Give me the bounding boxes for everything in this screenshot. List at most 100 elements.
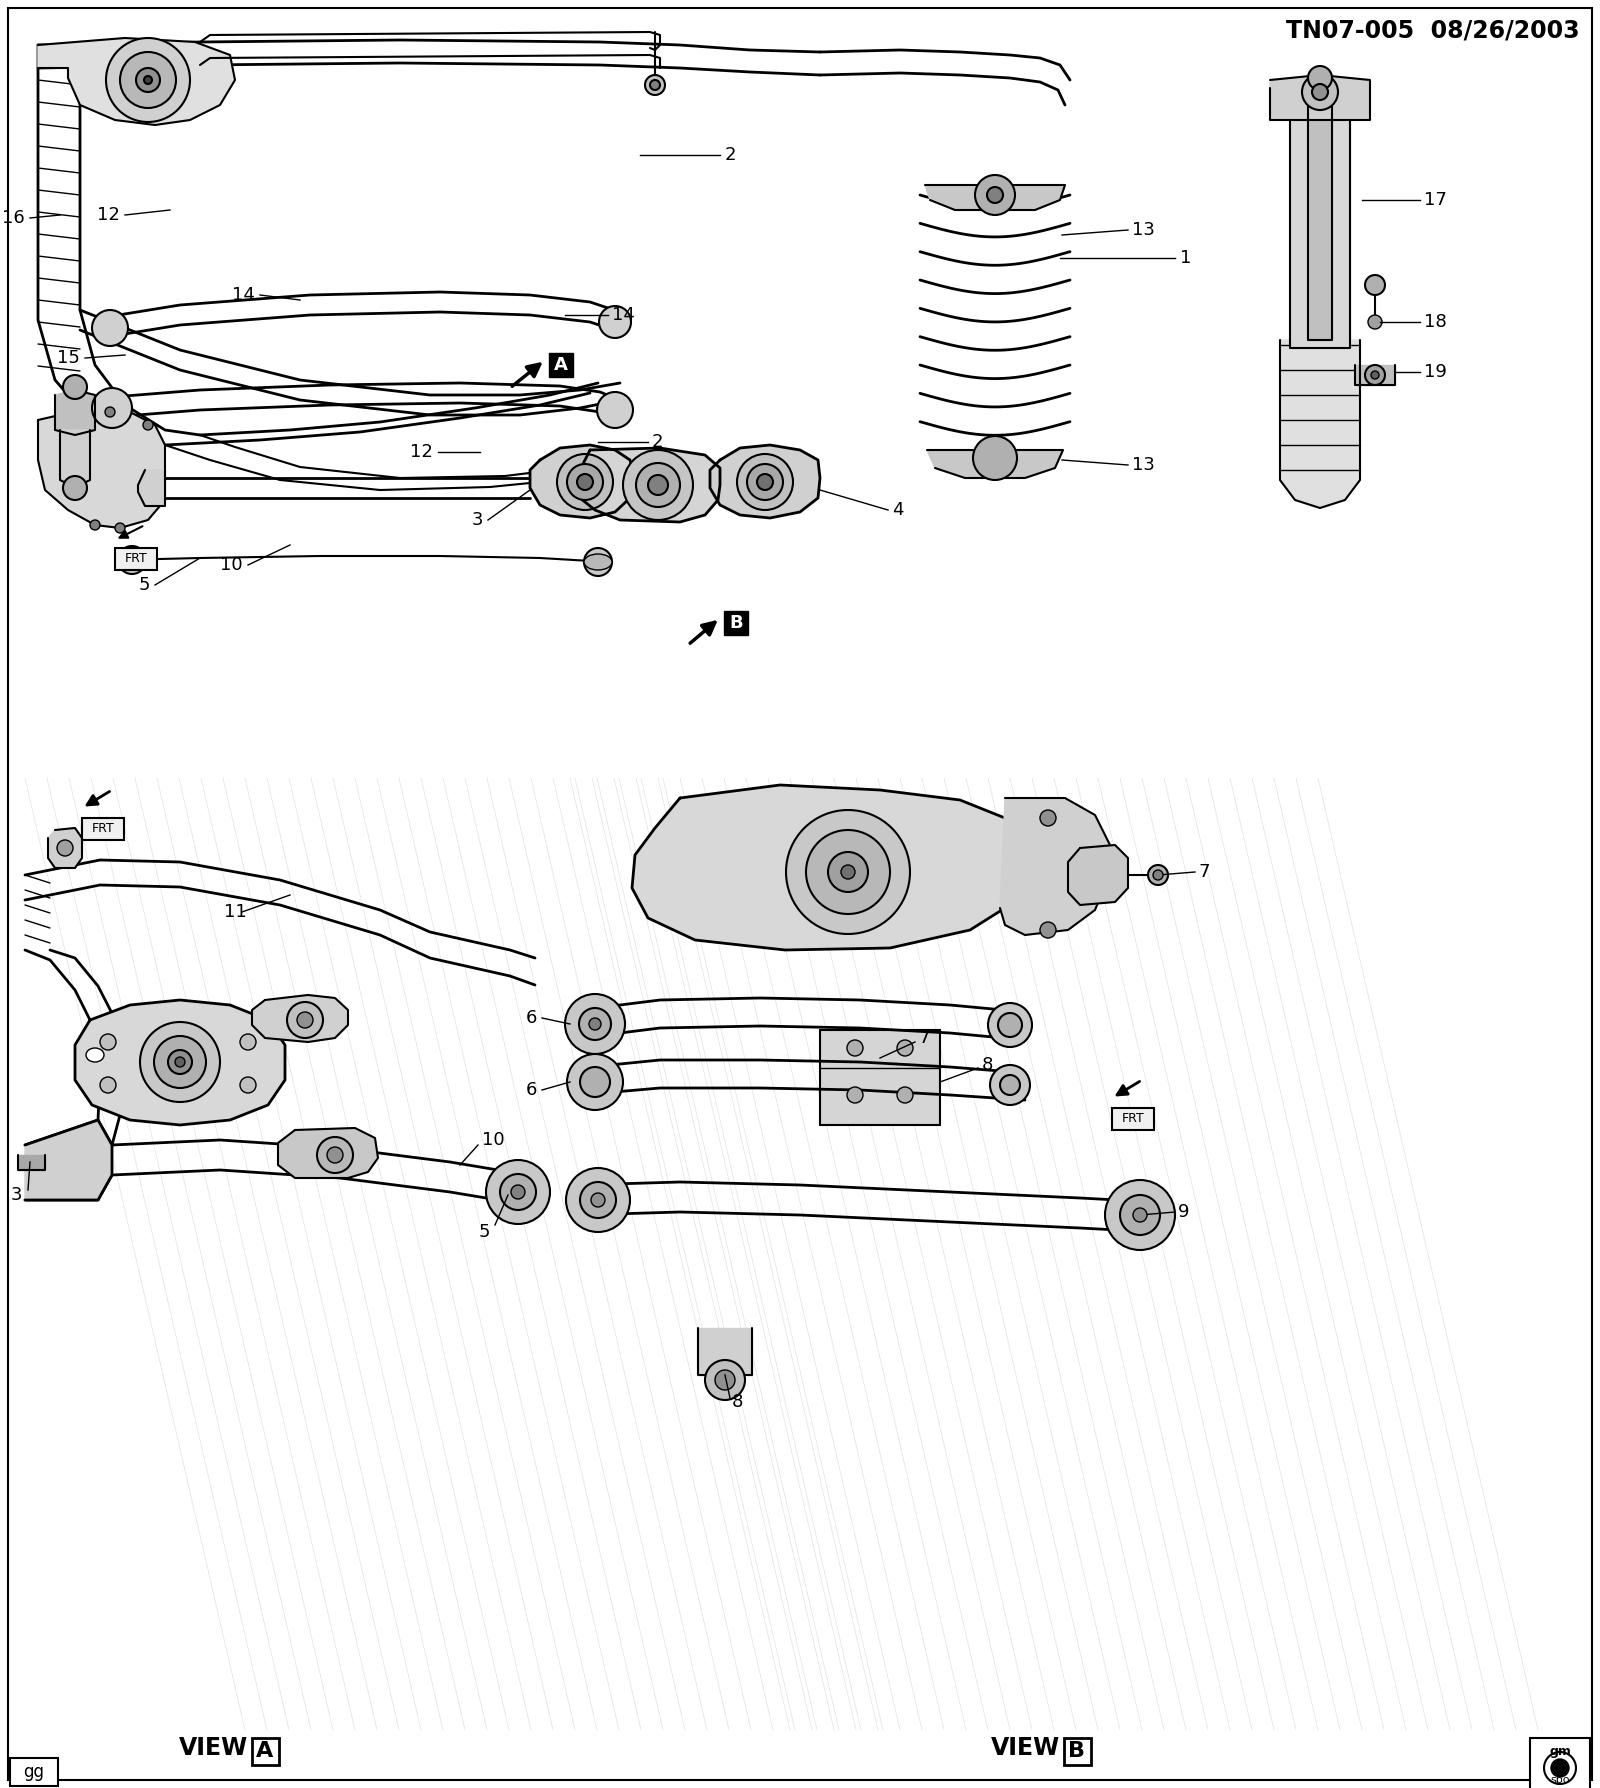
- Circle shape: [62, 476, 86, 501]
- Text: 11: 11: [224, 903, 246, 921]
- Bar: [82, 817, 125, 840]
- Polygon shape: [925, 184, 1066, 209]
- Circle shape: [578, 474, 594, 490]
- Polygon shape: [38, 408, 165, 527]
- Text: 10: 10: [482, 1132, 504, 1150]
- Text: 3: 3: [472, 511, 483, 529]
- Circle shape: [1302, 73, 1338, 111]
- Bar: [819, 1030, 941, 1125]
- Circle shape: [93, 388, 131, 427]
- Bar: [115, 547, 157, 570]
- Text: gg: gg: [24, 1763, 45, 1781]
- Polygon shape: [26, 1119, 112, 1200]
- Circle shape: [898, 1087, 914, 1103]
- Circle shape: [93, 309, 128, 347]
- Circle shape: [989, 1003, 1032, 1048]
- Circle shape: [990, 1066, 1030, 1105]
- Circle shape: [566, 1053, 622, 1110]
- Bar: [1064, 1738, 1091, 1765]
- Text: 10: 10: [221, 556, 243, 574]
- Circle shape: [557, 454, 613, 510]
- Circle shape: [174, 1057, 186, 1067]
- Bar: [723, 611, 749, 635]
- Polygon shape: [1000, 797, 1110, 935]
- Polygon shape: [75, 999, 285, 1125]
- Circle shape: [579, 1067, 610, 1098]
- Text: spo: spo: [1550, 1775, 1570, 1784]
- Text: 17: 17: [1424, 191, 1446, 209]
- Circle shape: [1133, 1209, 1147, 1221]
- Circle shape: [622, 451, 693, 520]
- Circle shape: [648, 476, 669, 495]
- Text: 9: 9: [1178, 1203, 1189, 1221]
- Polygon shape: [1280, 340, 1360, 508]
- Circle shape: [1550, 1759, 1570, 1777]
- Text: 2: 2: [653, 433, 664, 451]
- Polygon shape: [38, 38, 235, 125]
- Circle shape: [99, 1076, 115, 1092]
- Circle shape: [499, 1175, 536, 1210]
- Polygon shape: [278, 1128, 378, 1178]
- Circle shape: [786, 810, 910, 933]
- Text: B: B: [1069, 1742, 1085, 1761]
- Text: A: A: [554, 356, 568, 374]
- Text: 4: 4: [893, 501, 904, 519]
- Circle shape: [486, 1160, 550, 1225]
- Circle shape: [1149, 865, 1168, 885]
- Text: gm: gm: [1549, 1745, 1571, 1759]
- Circle shape: [1154, 871, 1163, 880]
- Circle shape: [645, 75, 666, 95]
- Text: 14: 14: [232, 286, 254, 304]
- Circle shape: [637, 463, 680, 508]
- Circle shape: [1544, 1752, 1576, 1784]
- Circle shape: [1371, 370, 1379, 379]
- Bar: [10, 1758, 58, 1786]
- Circle shape: [298, 1012, 314, 1028]
- Text: VIEW: VIEW: [990, 1736, 1059, 1759]
- Circle shape: [589, 1017, 602, 1030]
- Circle shape: [286, 1001, 323, 1039]
- Circle shape: [154, 1035, 206, 1089]
- Circle shape: [115, 524, 125, 533]
- Polygon shape: [579, 449, 720, 522]
- Text: 15: 15: [58, 349, 80, 367]
- Text: A: A: [554, 356, 568, 374]
- Text: 18: 18: [1424, 313, 1446, 331]
- Circle shape: [806, 830, 890, 914]
- Text: FRT: FRT: [125, 552, 147, 565]
- Circle shape: [1106, 1180, 1174, 1250]
- Circle shape: [58, 840, 74, 856]
- Polygon shape: [1309, 95, 1331, 340]
- Circle shape: [1365, 275, 1386, 295]
- Circle shape: [510, 1185, 525, 1200]
- Circle shape: [317, 1137, 354, 1173]
- Circle shape: [987, 188, 1003, 204]
- Circle shape: [136, 68, 160, 91]
- Text: 12: 12: [98, 206, 120, 224]
- Circle shape: [757, 474, 773, 490]
- Circle shape: [579, 1008, 611, 1041]
- Circle shape: [842, 865, 854, 880]
- Text: 3: 3: [11, 1185, 22, 1203]
- Text: A: A: [256, 1742, 274, 1761]
- Circle shape: [747, 465, 782, 501]
- Text: 6: 6: [526, 1082, 538, 1100]
- Circle shape: [715, 1370, 734, 1389]
- Text: B: B: [730, 613, 742, 631]
- Circle shape: [141, 1023, 221, 1101]
- Ellipse shape: [118, 552, 146, 569]
- Circle shape: [597, 392, 634, 427]
- Text: 2: 2: [725, 147, 736, 164]
- Polygon shape: [18, 1155, 45, 1169]
- Circle shape: [566, 1168, 630, 1232]
- Text: B: B: [730, 613, 742, 631]
- Circle shape: [106, 38, 190, 122]
- Circle shape: [565, 994, 626, 1053]
- Circle shape: [998, 1014, 1022, 1037]
- Text: 5: 5: [478, 1223, 490, 1241]
- Circle shape: [1040, 923, 1056, 939]
- Circle shape: [106, 408, 115, 417]
- Circle shape: [738, 454, 794, 510]
- Polygon shape: [61, 429, 90, 485]
- Circle shape: [846, 1041, 862, 1057]
